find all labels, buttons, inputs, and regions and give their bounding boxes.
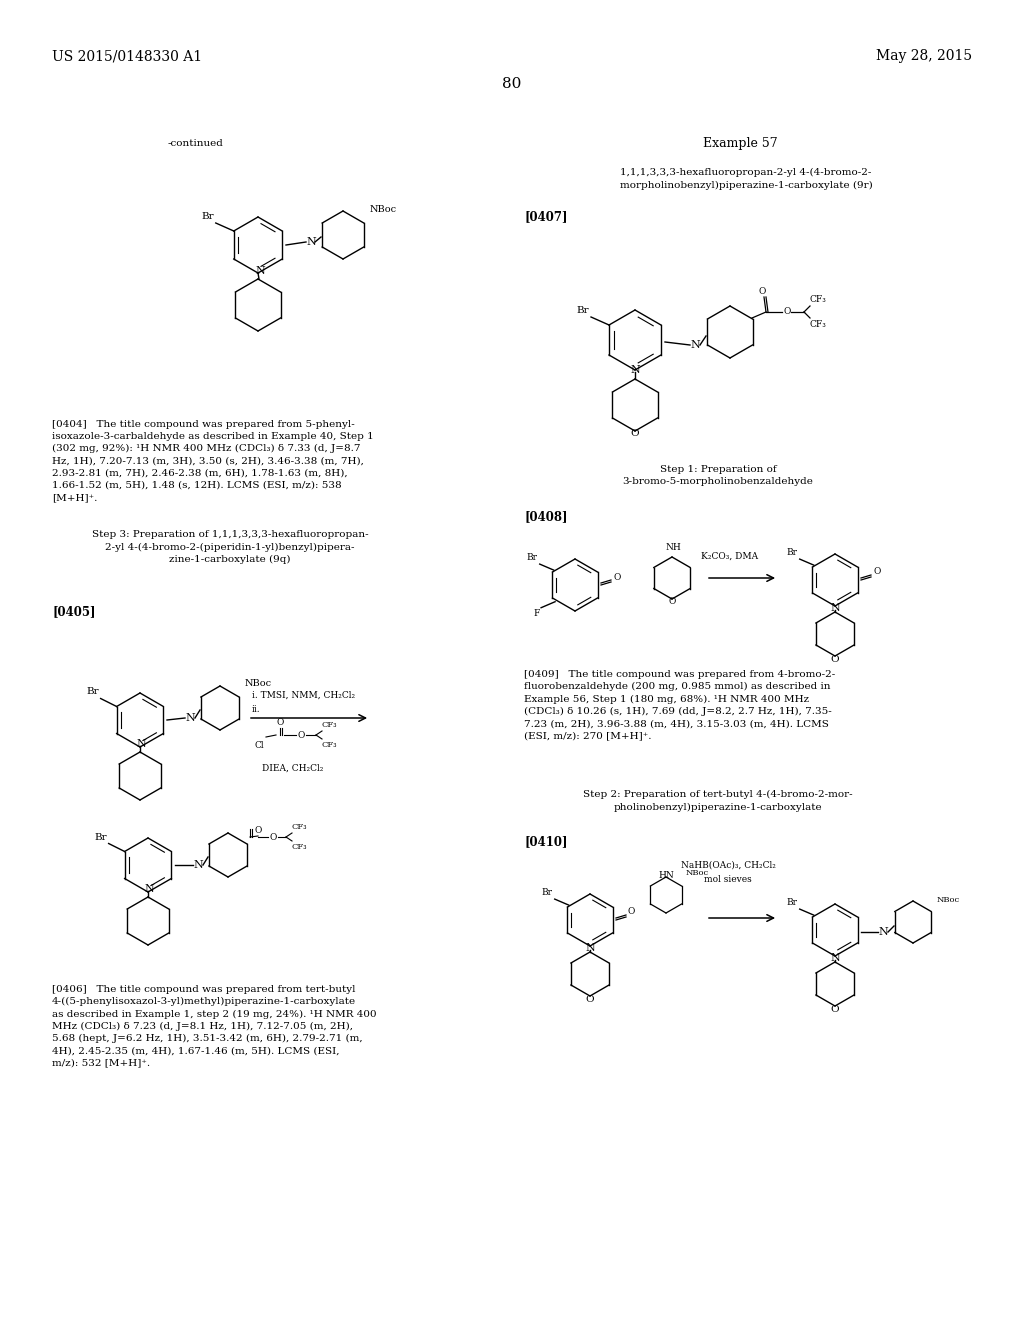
Text: O: O <box>669 598 676 606</box>
Text: CF₃: CF₃ <box>292 822 307 832</box>
Text: Br: Br <box>94 833 106 842</box>
Text: [0410]: [0410] <box>524 836 567 847</box>
Text: HN: HN <box>658 870 674 879</box>
Text: [0405]: [0405] <box>52 605 95 618</box>
Text: N: N <box>144 884 154 894</box>
Text: CF₃: CF₃ <box>322 721 338 729</box>
Text: N: N <box>630 366 640 375</box>
Text: N: N <box>879 927 888 937</box>
Text: [0409]   The title compound was prepared from 4-bromo-2-
fluorobenzaldehyde (200: [0409] The title compound was prepared f… <box>524 671 836 741</box>
Text: O: O <box>298 730 305 739</box>
Text: O: O <box>759 286 766 296</box>
Text: Br: Br <box>542 888 553 898</box>
Text: US 2015/0148330 A1: US 2015/0148330 A1 <box>52 49 202 63</box>
Text: N: N <box>306 238 315 247</box>
Text: O: O <box>783 308 791 317</box>
Text: Br: Br <box>201 213 214 220</box>
Text: F: F <box>534 609 540 618</box>
Text: Step 3: Preparation of 1,1,1,3,3,3-hexafluoropropan-
2-yl 4-(4-bromo-2-(piperidi: Step 3: Preparation of 1,1,1,3,3,3-hexaf… <box>92 531 369 565</box>
Text: Br: Br <box>86 688 98 697</box>
Text: N: N <box>255 267 265 276</box>
Text: N: N <box>690 341 699 350</box>
Text: Br: Br <box>786 548 798 557</box>
Text: O: O <box>830 1005 840 1014</box>
Text: NH: NH <box>666 543 681 552</box>
Text: 1,1,1,3,3,3-hexafluoropropan-2-yl 4-(4-bromo-2-
morpholinobenzyl)piperazine-1-ca: 1,1,1,3,3,3-hexafluoropropan-2-yl 4-(4-b… <box>620 168 872 190</box>
Text: Step 2: Preparation of tert-butyl 4-(4-bromo-2-mor-
pholinobenzyl)piperazine-1-c: Step 2: Preparation of tert-butyl 4-(4-b… <box>584 789 853 812</box>
Text: [0408]: [0408] <box>524 510 567 523</box>
Text: CF₃: CF₃ <box>292 843 307 851</box>
Text: DIEA, CH₂Cl₂: DIEA, CH₂Cl₂ <box>262 763 324 772</box>
Text: Br: Br <box>577 306 589 315</box>
Text: 80: 80 <box>503 77 521 91</box>
Text: CF₃: CF₃ <box>810 319 826 329</box>
Text: mol sieves: mol sieves <box>705 875 752 884</box>
Text: N: N <box>185 713 195 723</box>
Text: N: N <box>830 953 840 964</box>
Text: O: O <box>586 994 594 1003</box>
Text: O: O <box>613 573 621 582</box>
Text: NBoc: NBoc <box>937 896 961 904</box>
Text: Br: Br <box>526 553 538 562</box>
Text: O: O <box>270 833 278 842</box>
Text: ii.: ii. <box>252 705 261 714</box>
Text: [0404]   The title compound was prepared from 5-phenyl-
isoxazole-3-carbaldehyde: [0404] The title compound was prepared f… <box>52 420 374 502</box>
Text: O: O <box>254 826 262 836</box>
Text: Cl: Cl <box>254 741 264 750</box>
Text: N: N <box>830 603 840 612</box>
Text: O: O <box>276 718 284 727</box>
Text: NBoc: NBoc <box>370 205 397 214</box>
Text: CF₃: CF₃ <box>810 294 826 304</box>
Text: i. TMSI, NMM, CH₂Cl₂: i. TMSI, NMM, CH₂Cl₂ <box>252 690 355 700</box>
Text: Example 57: Example 57 <box>702 136 777 149</box>
Text: Step 1: Preparation of
3-bromo-5-morpholinobenzaldehyde: Step 1: Preparation of 3-bromo-5-morphol… <box>623 465 813 487</box>
Text: Br: Br <box>786 898 798 907</box>
Text: NBoc: NBoc <box>686 869 710 876</box>
Text: [0407]: [0407] <box>524 210 567 223</box>
Text: [0406]   The title compound was prepared from tert-butyl
4-((5-phenylisoxazol-3-: [0406] The title compound was prepared f… <box>52 985 377 1068</box>
Text: N: N <box>194 861 203 870</box>
Text: CF₃: CF₃ <box>322 741 338 748</box>
Text: NaHB(OAc)₃, CH₂Cl₂: NaHB(OAc)₃, CH₂Cl₂ <box>681 861 775 870</box>
Text: O: O <box>628 908 635 916</box>
Text: N: N <box>585 942 595 953</box>
Text: May 28, 2015: May 28, 2015 <box>876 49 972 63</box>
Text: N: N <box>136 739 145 748</box>
Text: O: O <box>631 429 639 437</box>
Text: O: O <box>873 568 881 577</box>
Text: NBoc: NBoc <box>245 680 272 689</box>
Text: K₂CO₃, DMA: K₂CO₃, DMA <box>701 552 759 561</box>
Text: O: O <box>830 655 840 664</box>
Text: -continued: -continued <box>167 139 223 148</box>
